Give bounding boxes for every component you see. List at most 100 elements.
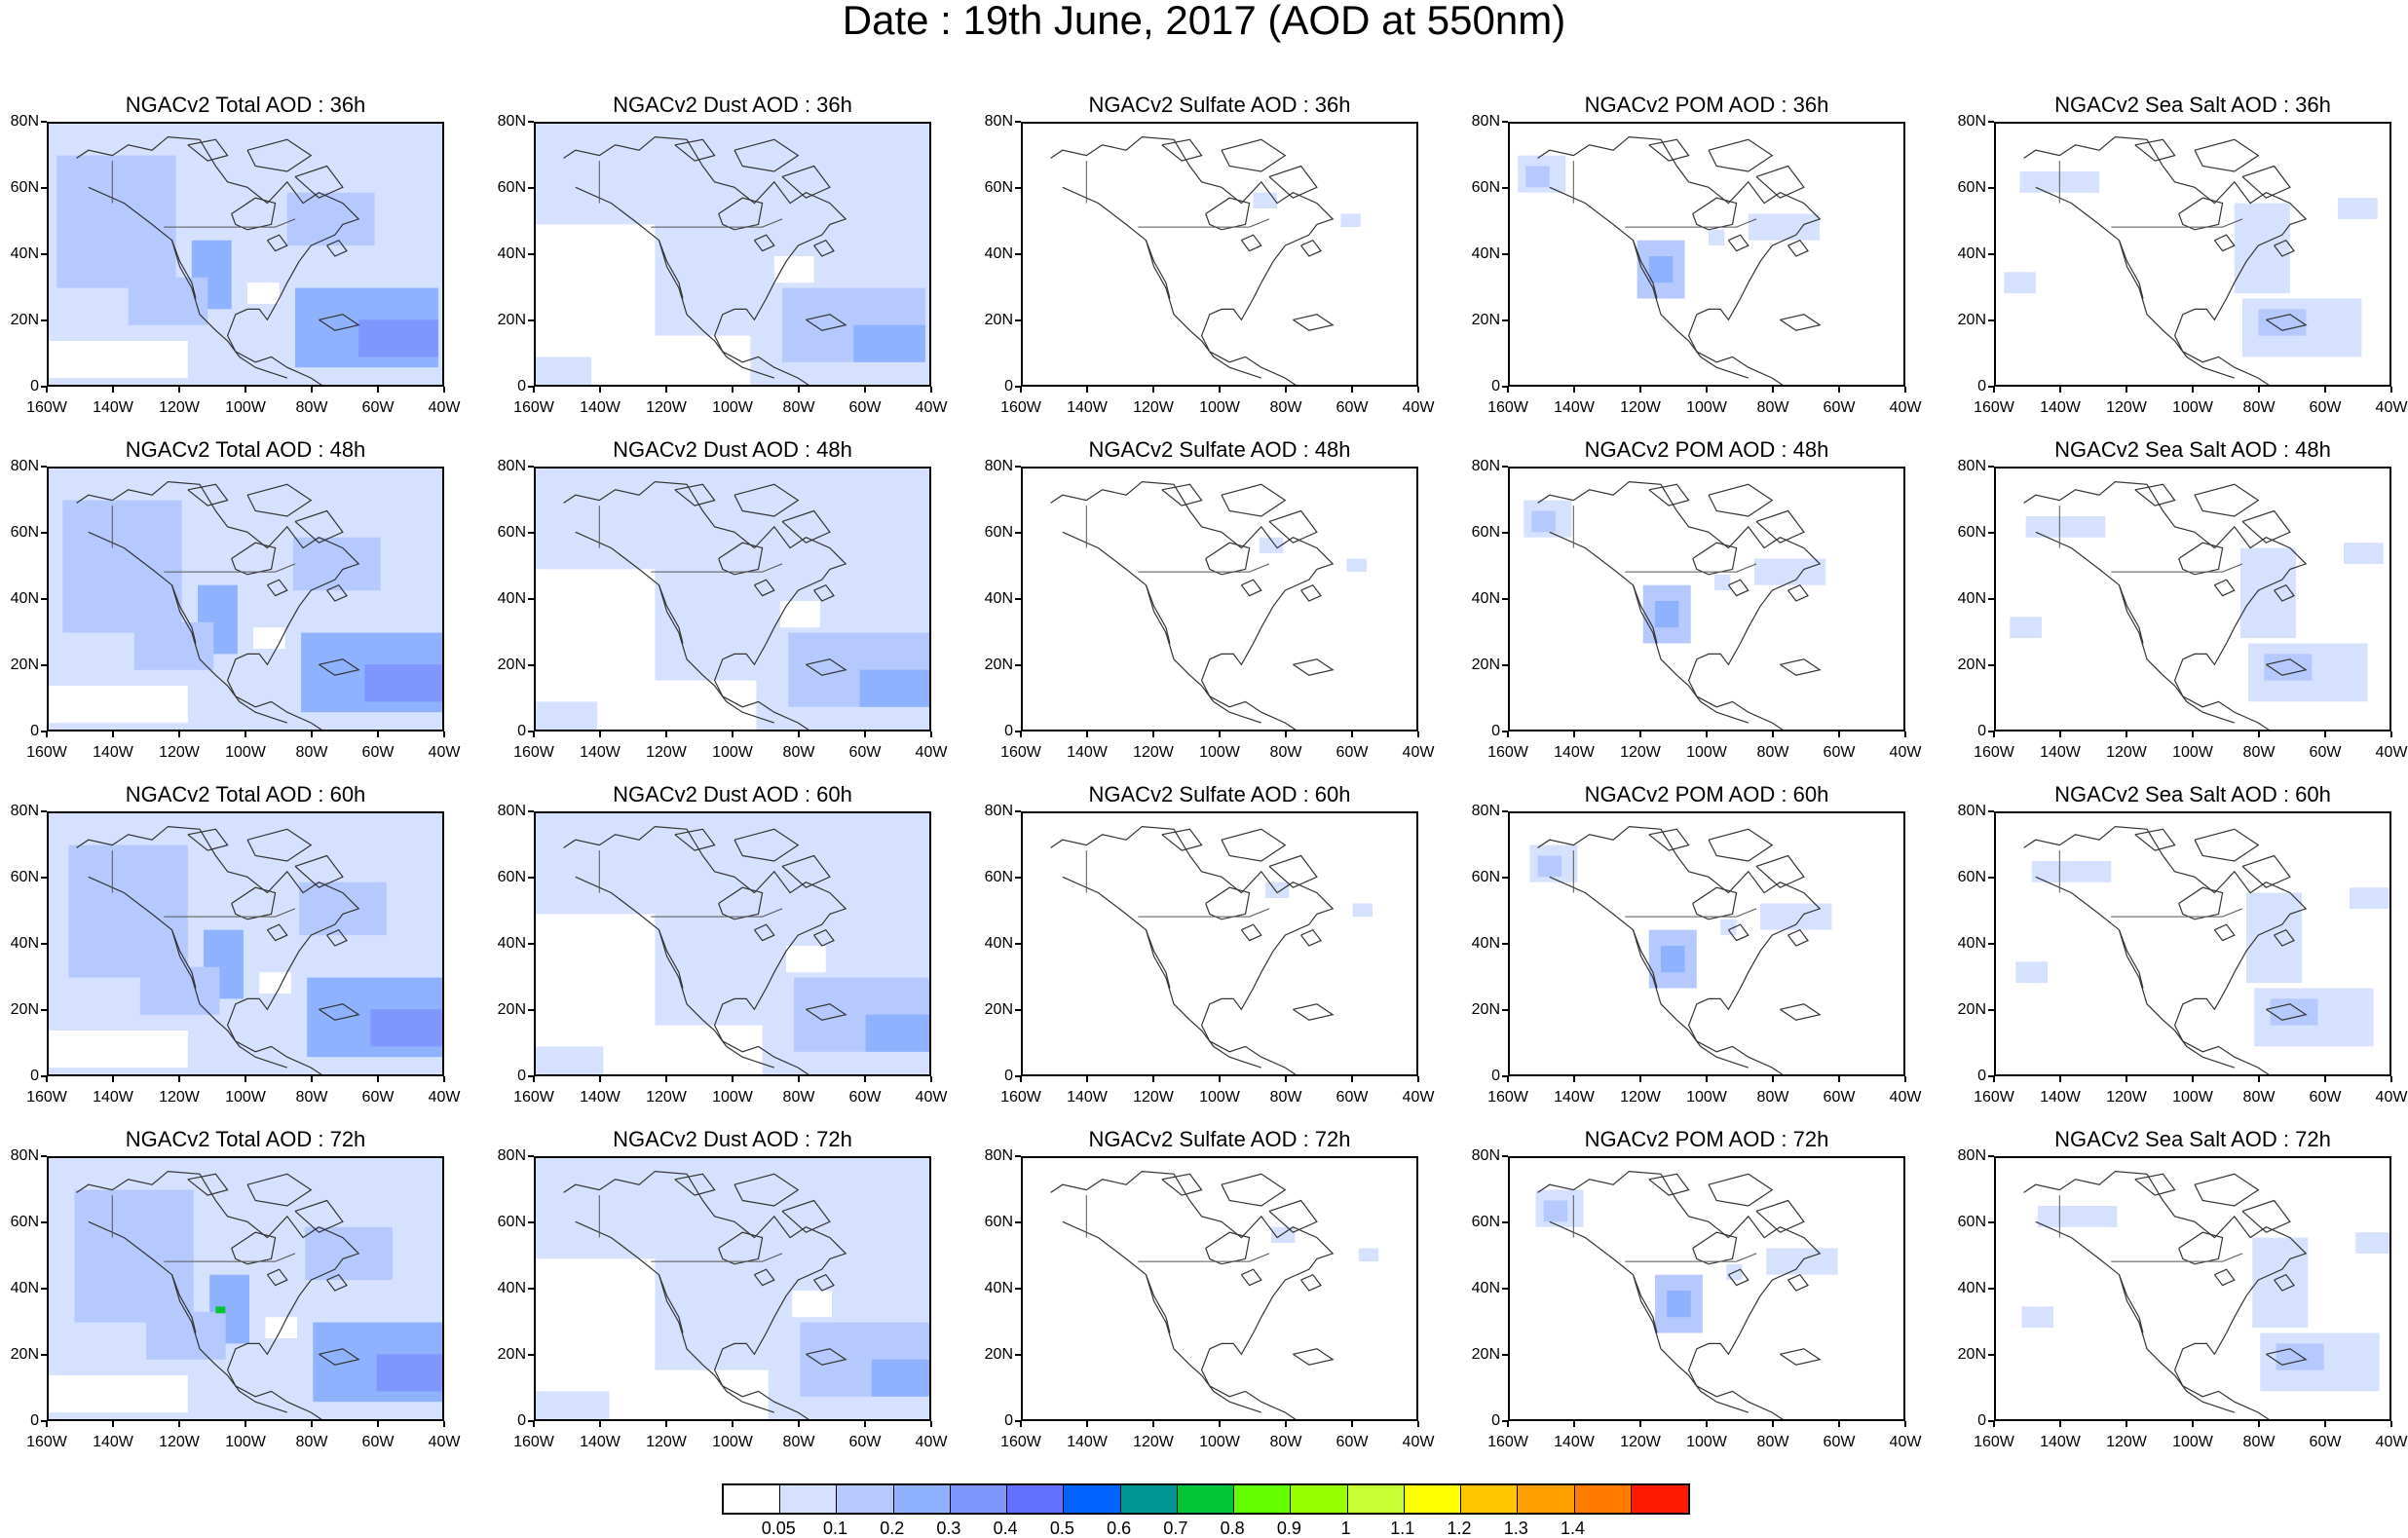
coastline bbox=[753, 234, 775, 252]
lat-tick bbox=[528, 664, 534, 666]
aod-field-patch bbox=[133, 621, 214, 670]
lon-tick-label: 160W bbox=[1487, 744, 1528, 761]
lon-tick bbox=[1020, 1076, 1022, 1082]
country-border bbox=[651, 218, 783, 228]
lon-tick bbox=[2126, 1076, 2127, 1082]
colorbar-swatch bbox=[1631, 1485, 1688, 1513]
coastline bbox=[2213, 923, 2236, 942]
lon-tick-label: 40W bbox=[428, 1089, 461, 1106]
coastline bbox=[76, 825, 360, 1074]
aod-field-patch bbox=[370, 1009, 442, 1047]
lon-tick bbox=[1152, 1076, 1154, 1082]
lon-tick-label: 140W bbox=[93, 1089, 133, 1106]
aod-field-patch bbox=[139, 966, 220, 1015]
lon-tick-label: 160W bbox=[513, 399, 554, 416]
coastline bbox=[1205, 1231, 1251, 1265]
lon-tick bbox=[2390, 1421, 2392, 1427]
coastline bbox=[1780, 314, 1822, 331]
coastline bbox=[2266, 1003, 2308, 1021]
aod-field-patch bbox=[2010, 617, 2042, 639]
lat-tick bbox=[1988, 1075, 1994, 1077]
lat-tick-label: 40N bbox=[1957, 590, 1986, 607]
panel-title: NGACv2 POM AOD : 48h bbox=[1584, 437, 1829, 462]
lon-tick-label: 80W bbox=[1269, 744, 1302, 761]
lat-tick-label: 80N bbox=[10, 1147, 39, 1164]
lon-tick bbox=[864, 1076, 866, 1082]
lon-tick bbox=[1152, 387, 1154, 393]
lat-tick-label: 40N bbox=[1471, 1280, 1500, 1296]
aod-field-patch bbox=[2234, 203, 2290, 294]
coastline bbox=[1268, 165, 1318, 199]
lat-tick-label: 60N bbox=[10, 1214, 39, 1230]
lon-tick-label: 140W bbox=[1067, 744, 1108, 761]
coastline bbox=[231, 1231, 277, 1265]
lon-tick-label: 100W bbox=[1686, 744, 1727, 761]
lon-tick-label: 40W bbox=[915, 399, 948, 416]
lon-tick-label: 100W bbox=[712, 744, 753, 761]
lon-tick-label: 160W bbox=[26, 744, 67, 761]
coastline bbox=[2241, 1199, 2291, 1233]
map-svg bbox=[49, 124, 442, 385]
coastline bbox=[2035, 876, 2235, 1069]
coastline bbox=[246, 828, 313, 862]
colorbar-swatch bbox=[1347, 1485, 1405, 1513]
lon-tick bbox=[311, 731, 313, 737]
aod-field-patch bbox=[2004, 272, 2036, 294]
lon-tick-label: 160W bbox=[1974, 744, 2014, 761]
lon-tick bbox=[732, 731, 734, 737]
lon-tick-label: 100W bbox=[225, 744, 266, 761]
lon-tick bbox=[2258, 1421, 2260, 1427]
lat-tick bbox=[1502, 1221, 1508, 1223]
panel-title: NGACv2 Total AOD : 48h bbox=[125, 437, 366, 462]
coastline bbox=[753, 923, 775, 942]
lon-tick-label: 120W bbox=[159, 1434, 200, 1450]
coastline bbox=[246, 483, 313, 517]
colorbar-label: 1.4 bbox=[1561, 1519, 1586, 1538]
coastline bbox=[2213, 579, 2236, 597]
aod-field-patch bbox=[786, 946, 826, 973]
lat-tick-label: 60N bbox=[984, 869, 1013, 885]
lat-tick-label: 60N bbox=[1471, 524, 1500, 541]
lon-tick bbox=[930, 1076, 932, 1082]
lon-tick bbox=[599, 1076, 601, 1082]
country-border bbox=[651, 1253, 783, 1262]
lat-tick bbox=[1015, 664, 1021, 666]
coastline bbox=[781, 1199, 831, 1233]
map-svg bbox=[1524, 480, 1826, 730]
lon-tick-label: 100W bbox=[1686, 399, 1727, 416]
colorbar-swatch bbox=[780, 1485, 838, 1513]
coastline bbox=[1787, 239, 1809, 257]
lat-tick bbox=[1988, 1221, 1994, 1223]
country-border bbox=[2111, 1253, 2243, 1262]
lon-tick bbox=[46, 1421, 48, 1427]
lat-tick-label: 20N bbox=[1471, 656, 1500, 673]
aod-field-patch bbox=[1648, 256, 1674, 283]
lon-tick-label: 60W bbox=[1336, 1434, 1369, 1450]
coastline bbox=[2194, 138, 2260, 172]
panel-title: NGACv2 Sulfate AOD : 60h bbox=[1088, 782, 1351, 807]
lat-tick-label: 0 bbox=[1491, 1412, 1500, 1429]
colorbar-label: 1 bbox=[1340, 1519, 1351, 1538]
coastline bbox=[1708, 1173, 1774, 1207]
lat-tick bbox=[1988, 319, 1994, 321]
map-panel-sulfate bbox=[1021, 1156, 1418, 1421]
lon-tick bbox=[1417, 731, 1419, 737]
lon-tick-label: 100W bbox=[1199, 1434, 1240, 1450]
lat-tick bbox=[1015, 1420, 1021, 1422]
lat-tick bbox=[1988, 187, 1994, 189]
lon-tick-label: 60W bbox=[2309, 744, 2342, 761]
lon-tick bbox=[443, 731, 445, 737]
coastline bbox=[1780, 1348, 1822, 1366]
coastline bbox=[1648, 828, 1690, 851]
lat-tick bbox=[528, 1221, 534, 1223]
lon-tick bbox=[533, 387, 535, 393]
lat-tick bbox=[528, 1354, 534, 1356]
coastline bbox=[187, 1173, 229, 1196]
coastline bbox=[1755, 1199, 1805, 1233]
lon-tick-label: 60W bbox=[2309, 1089, 2342, 1106]
map-svg bbox=[536, 124, 929, 385]
aod-field-patch bbox=[2031, 861, 2112, 882]
lat-tick bbox=[1502, 532, 1508, 534]
coastline bbox=[1145, 240, 1171, 299]
lat-tick-label: 20N bbox=[1957, 312, 1986, 328]
